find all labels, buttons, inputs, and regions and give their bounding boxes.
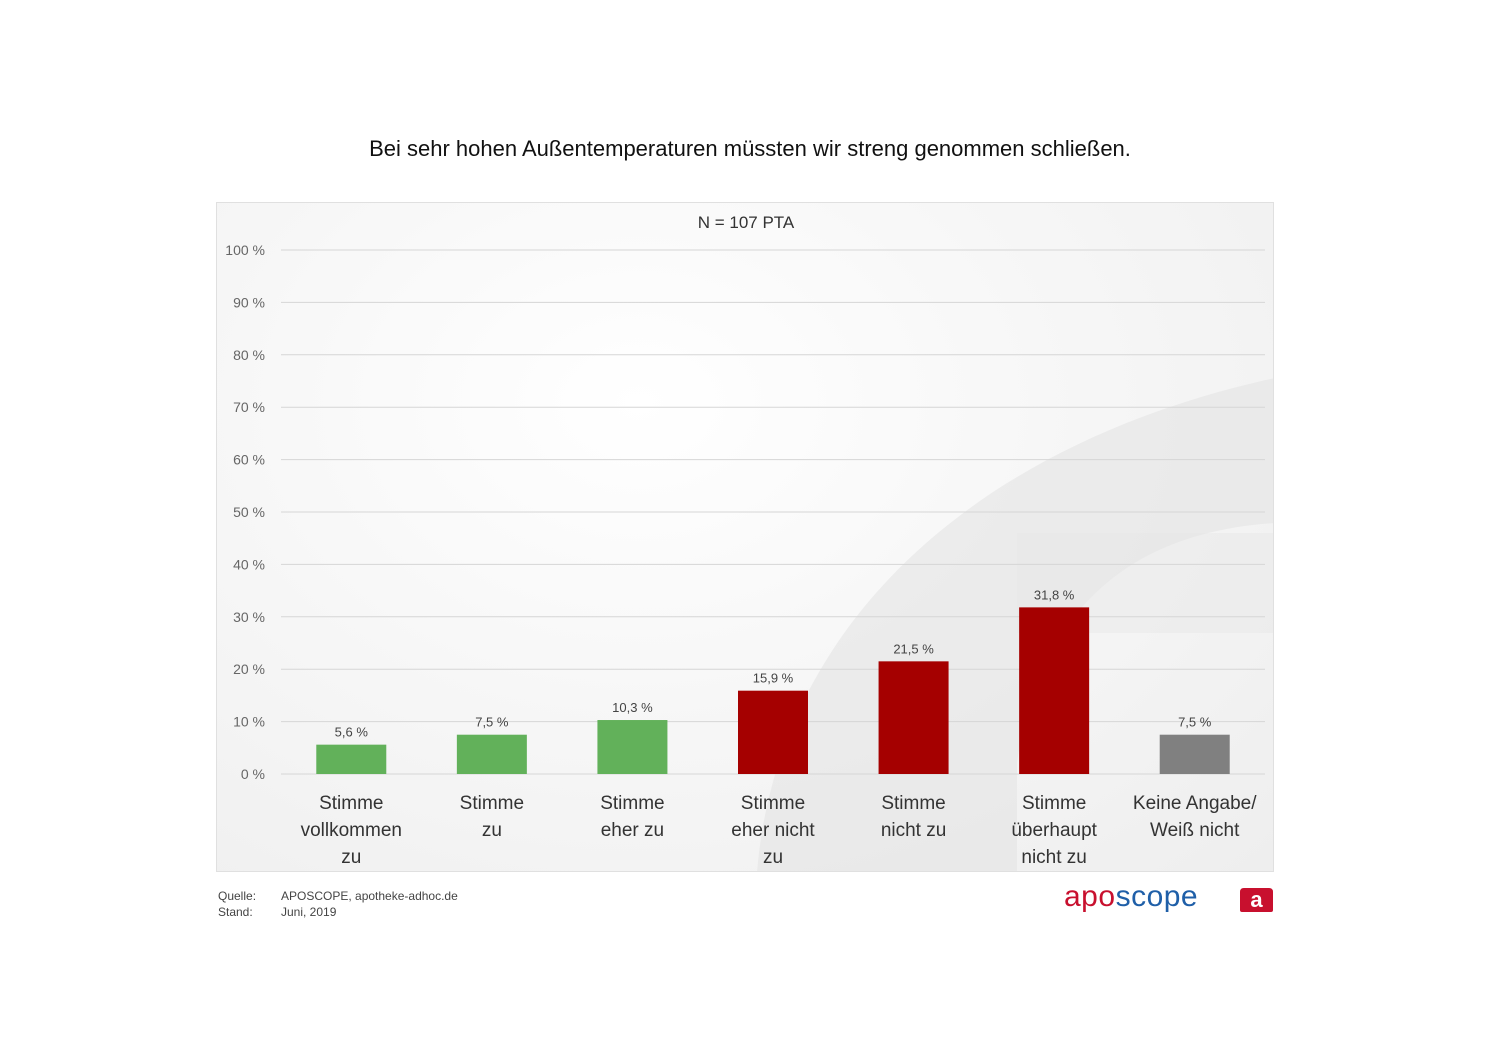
y-tick-label: 30 % xyxy=(233,609,265,625)
date-label: Stand: xyxy=(218,905,253,919)
y-tick-label: 100 % xyxy=(225,242,265,258)
category-label: Stimme xyxy=(600,793,664,814)
category-label: nicht zu xyxy=(1021,847,1086,868)
aposcope-logo: aposcope xyxy=(1064,880,1198,914)
bar-value-label: 7,5 % xyxy=(1178,715,1212,730)
category-label: Stimme xyxy=(460,793,524,814)
category-label: zu xyxy=(341,847,361,868)
bar xyxy=(316,744,387,774)
chart-subtitle: N = 107 PTA xyxy=(698,213,795,232)
bar-value-label: 7,5 % xyxy=(475,715,509,730)
category-label: Keine Angabe/ xyxy=(1133,793,1257,814)
y-tick-label: 70 % xyxy=(233,399,265,415)
source-value: APOSCOPE, apotheke-adhoc.de xyxy=(281,889,458,903)
bar xyxy=(878,661,949,774)
y-tick-label: 10 % xyxy=(233,714,265,730)
y-tick-label: 60 % xyxy=(233,452,265,468)
chart-panel: 0 % 10 % 20 % 30 % 40 % 50 % 60 % 70 % 80 % 90 % 1… xyxy=(216,202,1274,872)
bar-value-label: 31,8 % xyxy=(1034,587,1075,602)
source-label: Quelle: xyxy=(218,889,257,903)
y-tick-label: 50 % xyxy=(233,504,265,520)
bar xyxy=(597,720,668,774)
category-label: vollkommen xyxy=(301,820,402,841)
y-tick-label: 40 % xyxy=(233,556,265,572)
bar-value-label: 21,5 % xyxy=(893,641,934,656)
category-label: Stimme xyxy=(319,793,383,814)
bar xyxy=(1019,607,1090,774)
category-label: eher zu xyxy=(601,820,664,841)
logo-word-apo: apo xyxy=(1064,880,1116,913)
bar-value-label: 5,6 % xyxy=(335,725,369,740)
bar xyxy=(456,734,527,774)
category-label: Weiß nicht xyxy=(1150,820,1240,841)
category-label: zu xyxy=(482,820,502,841)
category-labels: Stimme vollkommen zu Stimme zu Stimme eher zu S… xyxy=(301,793,1258,868)
category-label: eher nicht xyxy=(731,820,815,841)
chart-title: Bei sehr hohen Außentemperaturen müssten… xyxy=(369,136,1131,161)
category-label: Stimme xyxy=(881,793,945,814)
y-tick-label: 80 % xyxy=(233,347,265,363)
value-labels: 5,6 % 7,5 % 10,3 % 15,9 % 21,5 % 31,8 % 7,5 % xyxy=(335,587,1212,739)
y-tick-label: 20 % xyxy=(233,661,265,677)
bar-value-label: 15,9 % xyxy=(753,671,794,686)
date-value: Juni, 2019 xyxy=(281,905,337,919)
logo-word-scope: scope xyxy=(1115,880,1199,913)
bar-value-label: 10,3 % xyxy=(612,700,653,715)
y-tick-label: 90 % xyxy=(233,294,265,310)
category-label: Stimme xyxy=(1022,793,1086,814)
category-label: nicht zu xyxy=(881,820,946,841)
apotheke-adhoc-logo-icon: a xyxy=(1240,887,1273,912)
category-label: zu xyxy=(763,847,783,868)
y-tick-label: 0 % xyxy=(241,766,265,782)
y-axis-ticks: 0 % 10 % 20 % 30 % 40 % 50 % 60 % 70 % 80 % 90 % 1… xyxy=(225,242,265,782)
gridlines xyxy=(281,249,1265,775)
bars xyxy=(316,607,1230,774)
logo-badge-letter: a xyxy=(1250,887,1263,912)
bar-chart: 0 % 10 % 20 % 30 % 40 % 50 % 60 % 70 % 80 % 90 % 1… xyxy=(225,213,1273,871)
bar xyxy=(1159,734,1230,774)
category-label: überhaupt xyxy=(1011,820,1097,841)
bar xyxy=(738,690,808,774)
category-label: Stimme xyxy=(741,793,805,814)
